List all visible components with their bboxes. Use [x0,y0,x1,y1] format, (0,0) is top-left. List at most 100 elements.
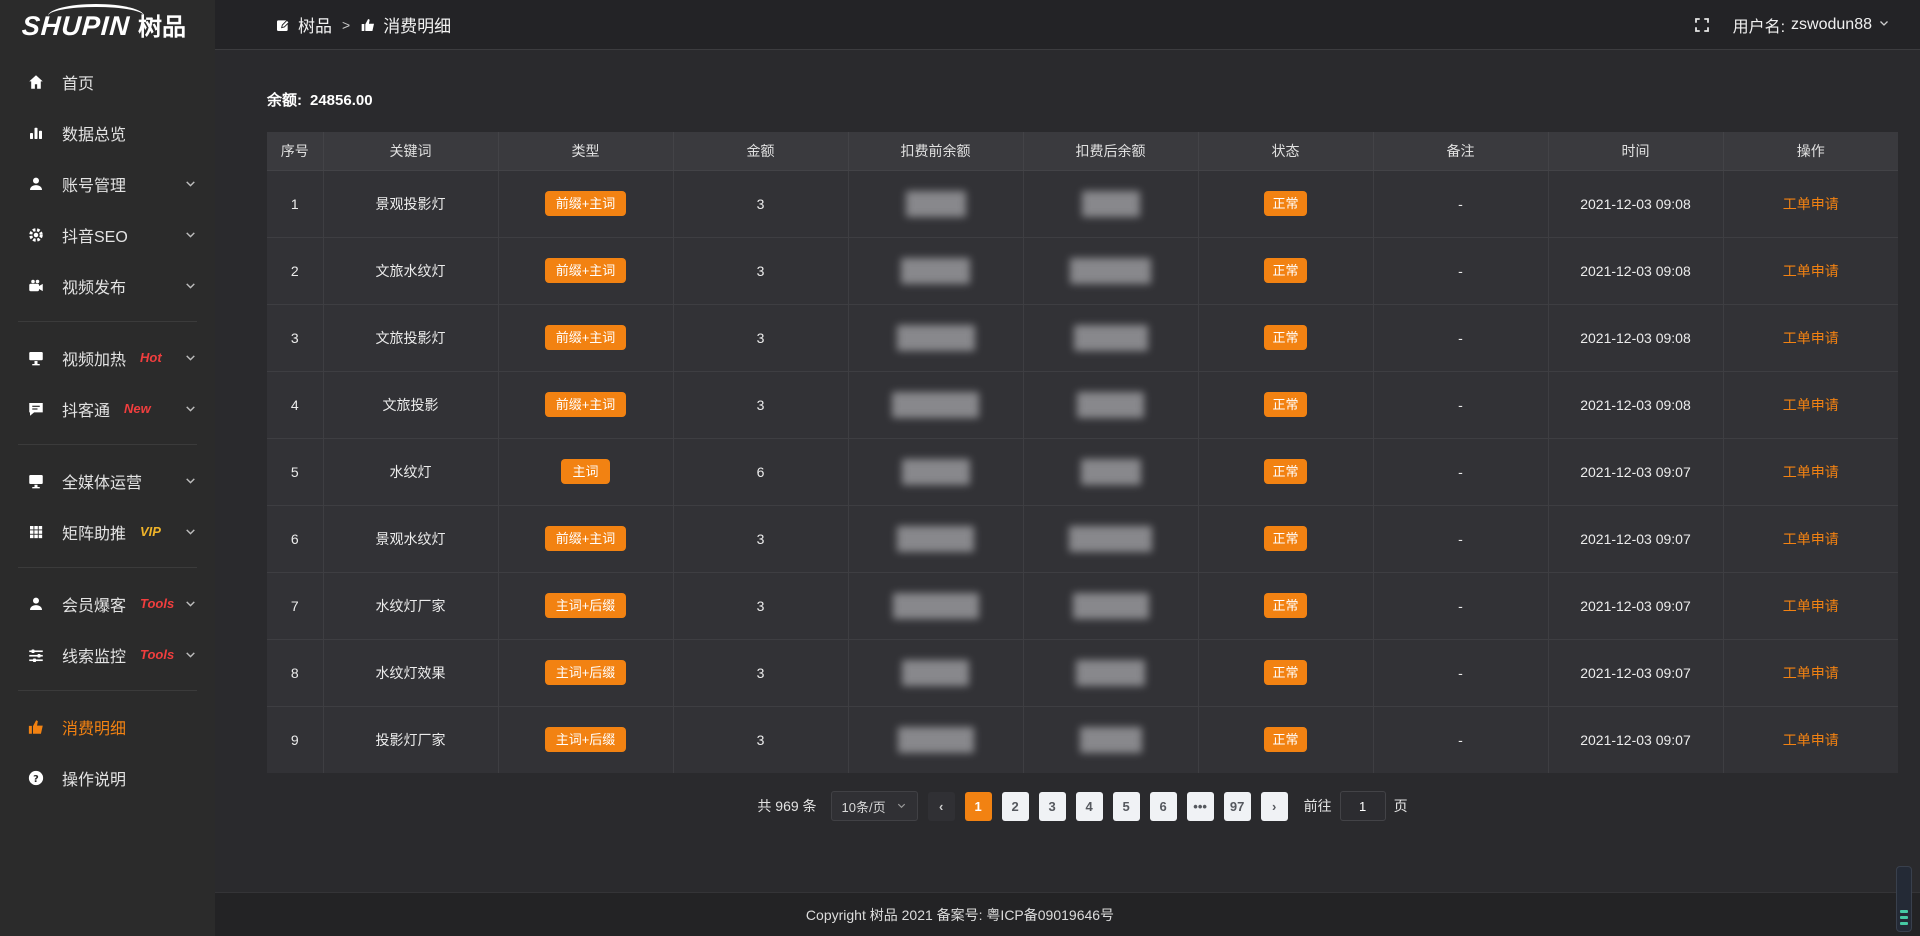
menu-divider [18,321,197,322]
cell-balance-after [1023,237,1199,305]
status-badge: 正常 [1264,392,1307,417]
sidebar-item-badge: VIP [140,524,161,539]
cell-remark: - [1373,371,1549,439]
sidebar-item-消费明细[interactable]: 消费明细 [0,701,215,752]
sidebar-item-抖音SEO[interactable]: 抖音SEO [0,209,215,260]
cell-time: 2021-12-03 09:08 [1548,170,1724,238]
page-button-97[interactable]: 97 [1223,791,1251,821]
sidebar-item-抖客通[interactable]: 抖客通 New [0,383,215,434]
page-button-3[interactable]: 3 [1038,791,1066,821]
chevron-down-icon [184,525,197,538]
sidebar-item-矩阵助推[interactable]: 矩阵助推 VIP [0,506,215,557]
cell-remark: - [1373,237,1549,305]
cell-time: 2021-12-03 09:08 [1548,304,1724,372]
breadcrumb-item-树品[interactable]: 树品 [275,12,332,37]
work-order-link[interactable]: 工单申请 [1782,731,1839,748]
page-ellipsis-button[interactable]: ••• [1186,791,1214,821]
user-menu[interactable]: 用户名: zswodun88 [1733,13,1890,37]
chevron-down-icon [184,474,197,487]
work-order-link[interactable]: 工单申请 [1782,195,1839,212]
chevron-down-icon [184,402,197,415]
sidebar-item-全媒体运营[interactable]: 全媒体运营 [0,455,215,506]
chevron-down-icon [184,279,197,292]
logo[interactable]: SHUPIN 树品 [0,0,215,48]
table-row: 6 景观水纹灯 前缀+主词 3 正常 -2021-12-03 09:07 工单申请 [267,505,1898,573]
topbar: 树品 > 消费明细 用户名: zswodun88 [215,0,1920,50]
work-order-link[interactable]: 工单申请 [1782,597,1839,614]
redacted-balance [1073,324,1148,351]
page-button-2[interactable]: 2 [1001,791,1029,821]
status-badge: 正常 [1264,526,1307,551]
sidebar-item-账号管理[interactable]: 账号管理 [0,158,215,209]
status-badge: 正常 [1264,593,1307,618]
work-order-link[interactable]: 工单申请 [1782,396,1839,413]
sidebar-item-线索监控[interactable]: 线索监控 Tools [0,629,215,680]
cell-status: 正常 [1198,304,1374,372]
type-tag: 前缀+主词 [544,526,627,551]
redacted-balance [1080,458,1141,485]
sidebar-item-视频加热[interactable]: 视频加热 Hot [0,332,215,383]
work-order-link[interactable]: 工单申请 [1782,463,1839,480]
like-icon [26,717,46,737]
sidebar-item-首页[interactable]: 首页 [0,56,215,107]
cell-balance-after [1023,706,1199,773]
work-order-link[interactable]: 工单申请 [1782,664,1839,681]
sidebar: SHUPIN 树品 首页 数据总览 账号管理 抖音SEO 视频发布视频加热 Hot 抖客通 N… [0,0,215,936]
breadcrumb-item-消费明细[interactable]: 消费明细 [360,12,451,37]
sidebar-item-操作说明[interactable]: ? 操作说明 [0,752,215,803]
cell-amount: 3 [673,639,849,707]
svg-text:?: ? [33,773,39,784]
redacted-balance [892,592,979,619]
cell-balance-before [848,572,1024,640]
fullscreen-icon[interactable] [1693,16,1711,34]
sidebar-item-视频发布[interactable]: 视频发布 [0,260,215,311]
page-button-1[interactable]: 1 [964,791,992,821]
member-icon [26,594,46,614]
page-button-4[interactable]: 4 [1075,791,1103,821]
chevron-down-icon [184,597,197,610]
page-button-6[interactable]: 6 [1149,791,1177,821]
cell-type: 主词+后缀 [498,706,674,773]
cell-remark: - [1373,639,1549,707]
work-order-link[interactable]: 工单申请 [1782,530,1839,547]
sidebar-item-label: 消费明细 [62,720,127,738]
prev-page-button[interactable]: ‹ [927,791,955,821]
logo-text-en: SHUPIN [20,10,132,41]
chevron-down-icon [184,177,197,190]
work-order-link[interactable]: 工单申请 [1782,329,1839,346]
side-widget[interactable] [1896,866,1912,932]
cell-no: 5 [267,438,324,506]
cell-time: 2021-12-03 09:07 [1548,639,1724,707]
sidebar-item-label: 视频加热 [62,351,127,369]
type-tag: 主词 [561,459,610,484]
next-page-button[interactable]: › [1260,791,1288,821]
sidebar-item-数据总览[interactable]: 数据总览 [0,107,215,158]
gear-icon [26,225,46,245]
cell-no: 6 [267,505,324,573]
table-row: 5 水纹灯 主词 6 正常 -2021-12-03 09:07 工单申请 [267,438,1898,506]
goto-page-input[interactable] [1339,791,1386,821]
redacted-balance [1070,257,1151,284]
cell-no: 4 [267,371,324,439]
table-row: 1 景观投影灯 前缀+主词 3 正常 -2021-12-03 09:08 工单申请 [267,170,1898,238]
logo-text-cn: 树品 [138,13,187,41]
cell-balance-after [1023,438,1199,506]
cell-type: 主词+后缀 [498,572,674,640]
page-button-5[interactable]: 5 [1112,791,1140,821]
breadcrumb: 树品 > 消费明细 [275,12,451,37]
redacted-balance [1072,592,1149,619]
work-order-link[interactable]: 工单申请 [1782,262,1839,279]
like-icon [360,17,376,33]
status-badge: 正常 [1264,191,1307,216]
copyright-text: Copyright 树品 2021 备案号: 粤ICP备09019646号 [805,906,1115,923]
cell-status: 正常 [1198,237,1374,305]
cell-keyword: 景观投影灯 [323,170,499,238]
sidebar-item-会员爆客[interactable]: 会员爆客 Tools [0,578,215,629]
column-header-序号: 序号 [267,132,324,171]
column-header-扣费前余额: 扣费前余额 [848,132,1024,171]
cell-action: 工单申请 [1723,572,1898,640]
sidebar-item-badge: Tools [140,596,175,611]
table-body: 1 景观投影灯 前缀+主词 3 正常 -2021-12-03 09:08 工单申请 2 文旅水纹… [267,170,1898,773]
page-size-select[interactable]: 10条/页 [830,791,918,821]
redacted-balance [892,391,979,418]
